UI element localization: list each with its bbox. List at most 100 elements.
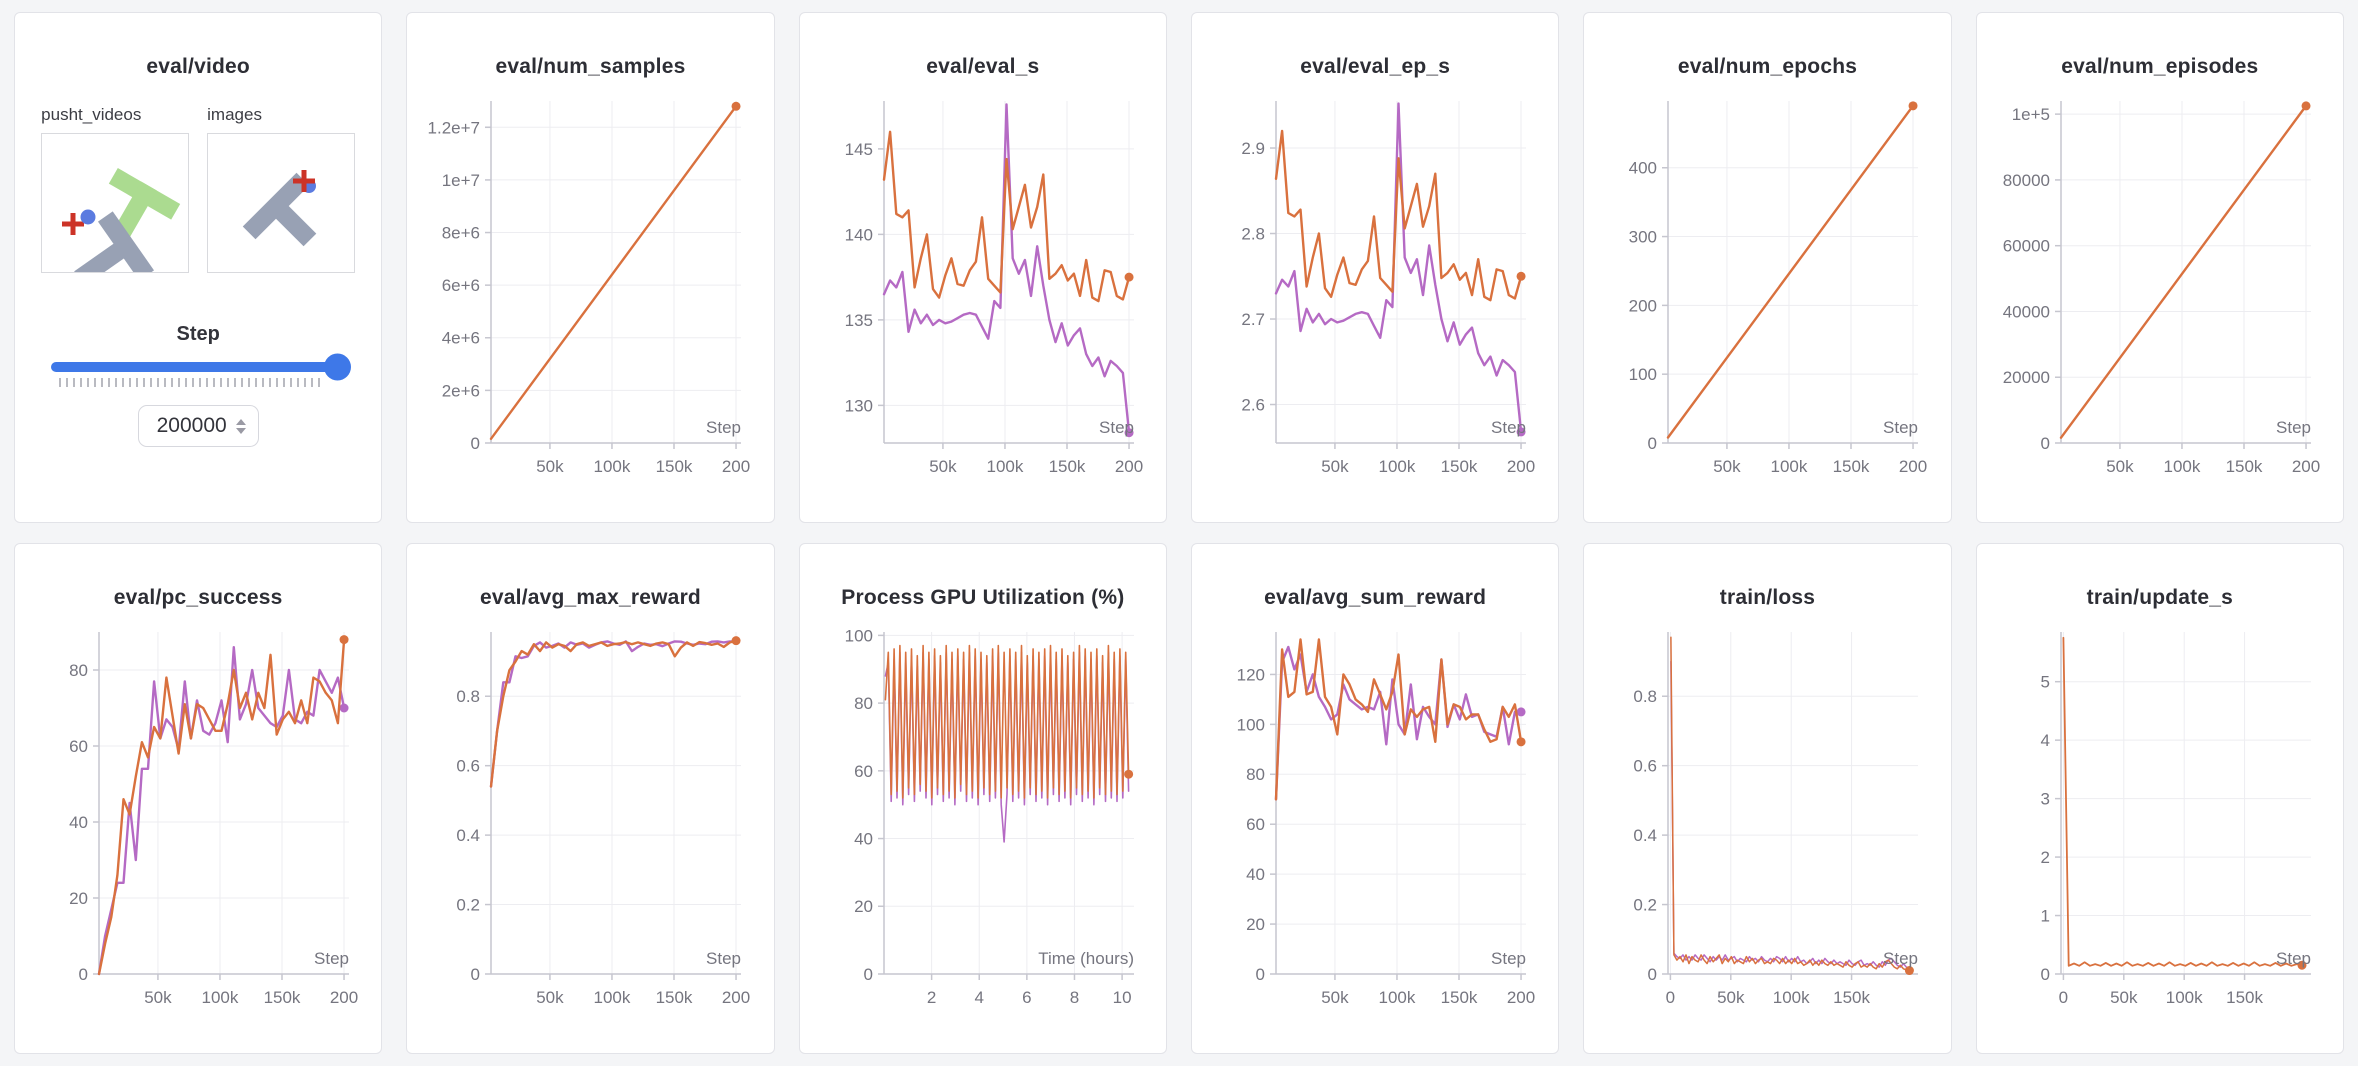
tick-labels: 0 20 40 60 80 100 2 4 6 8 10 [844, 626, 1131, 1007]
svg-text:150k: 150k [2225, 457, 2262, 476]
gridlines [2060, 101, 2311, 444]
thumb-label-pusht-videos: pusht_videos [41, 105, 142, 124]
step-spinner[interactable] [235, 418, 246, 434]
svg-text:400: 400 [1629, 159, 1657, 178]
images-thumbnail[interactable] [207, 133, 356, 273]
chart-title: train/loss [1719, 586, 1816, 609]
step-slider-ticks [59, 378, 326, 387]
series-purple [882, 103, 1130, 434]
svg-text:0: 0 [1648, 434, 1657, 453]
tick-labels: 0 20 40 60 80 100 120 50k 100k 150k 200 [1237, 665, 1536, 1007]
tick-labels: 0 0.2 0.4 0.6 0.8 50k 100k 150k 200 [457, 687, 751, 1007]
chart-canvas[interactable]: 0 0.2 0.4 0.6 0.8 0 50k 100k 150k Step [1598, 624, 1938, 1026]
svg-text:0: 0 [471, 434, 480, 453]
series-orange [1274, 638, 1523, 801]
axes [1662, 632, 1919, 980]
series-lines [1274, 638, 1526, 801]
axes [877, 101, 1134, 449]
series-endpoint-dot [2301, 101, 2311, 111]
tick-labels: 0 20 40 60 80 50k 100k 150k 200 [69, 661, 358, 1007]
x-axis-label: Step [706, 949, 741, 968]
series-purple [97, 646, 346, 976]
svg-text:50k: 50k [1714, 457, 1742, 476]
series-endpoint-dot [1516, 427, 1526, 437]
svg-text:300: 300 [1629, 228, 1657, 247]
step-value[interactable]: 200000 [156, 414, 227, 437]
panel-eval-eval-s: eval/eval_s 130 135 140 145 50k 100k 150k 200 St… [798, 12, 1167, 523]
svg-text:2: 2 [2040, 848, 2049, 867]
chart-canvas[interactable]: 130 135 140 145 50k 100k 150k 200 Step [814, 93, 1154, 495]
panel-eval-num-epochs: eval/num_epochs 0 100 200 300 400 50k 100k 150k… [1583, 12, 1952, 523]
series-orange [97, 638, 346, 976]
svg-text:0: 0 [79, 965, 88, 984]
series-orange [490, 105, 738, 440]
x-axis-label: Step [2276, 949, 2311, 968]
svg-text:100k: 100k [594, 988, 631, 1007]
spinner-up-icon[interactable] [235, 418, 246, 425]
spinner-down-icon[interactable] [235, 427, 246, 434]
series-purple [884, 651, 1130, 843]
svg-text:200: 200 [1507, 457, 1535, 476]
svg-text:80: 80 [854, 694, 873, 713]
svg-text:40: 40 [854, 830, 873, 849]
chart-canvas[interactable]: 2.6 2.7 2.8 2.9 50k 100k 150k 200 Step [1206, 93, 1546, 495]
tick-labels: 0 20000 40000 60000 80000 1e+5 50k 100k 150k 200 [2002, 105, 2320, 476]
series-endpoint-dot [1123, 769, 1133, 779]
goal-cross [293, 170, 316, 192]
svg-text:0: 0 [2058, 988, 2067, 1007]
chart-title: eval/num_samples [495, 55, 686, 78]
svg-text:0: 0 [863, 965, 872, 984]
svg-text:2.7: 2.7 [1241, 310, 1265, 329]
series-orange [884, 644, 1130, 799]
svg-text:50k: 50k [1321, 457, 1349, 476]
svg-text:0.4: 0.4 [1634, 826, 1658, 845]
series-purple [1274, 102, 1523, 434]
chart-canvas[interactable]: 0 1 2 3 4 5 0 50k 100k 150k Step [1991, 624, 2331, 1026]
svg-text:150k: 150k [1833, 988, 1870, 1007]
svg-text:0.6: 0.6 [457, 757, 481, 776]
series-endpoint-dot [1908, 101, 1918, 111]
chart-canvas[interactable]: 0 100 200 300 400 50k 100k 150k 200 Step [1598, 93, 1938, 495]
svg-text:200: 200 [330, 988, 358, 1007]
svg-text:40: 40 [69, 813, 88, 832]
svg-text:2e+6: 2e+6 [442, 381, 480, 400]
svg-text:20000: 20000 [2002, 368, 2049, 387]
x-axis-label: Step [1883, 418, 1918, 437]
series-lines [490, 101, 741, 440]
series-endpoint-dot [1905, 966, 1915, 976]
chart-canvas[interactable]: 0 20 40 60 80 50k 100k 150k 200 Step [29, 624, 369, 1026]
step-slider[interactable] [51, 353, 352, 381]
series-endpoint-dot [339, 635, 349, 645]
step-slider-thumb[interactable] [324, 353, 352, 381]
series-lines [882, 103, 1134, 438]
series-endpoint-dot [731, 101, 741, 111]
axes [93, 632, 349, 980]
series-endpoint-dot [1124, 428, 1134, 438]
chart-canvas[interactable]: 0 2e+6 4e+6 6e+6 8e+6 1e+7 1.2e+7 50k 100k 150k 20… [421, 93, 761, 495]
svg-text:3: 3 [2040, 790, 2049, 809]
svg-text:40: 40 [1246, 865, 1265, 884]
svg-text:60: 60 [1246, 815, 1265, 834]
svg-text:20: 20 [1246, 915, 1265, 934]
panel-gpu-utilization: Process GPU Utilization (%) 0 20 40 60 80 100… [798, 543, 1167, 1054]
svg-text:100: 100 [844, 626, 872, 645]
svg-text:135: 135 [844, 311, 872, 330]
svg-text:80000: 80000 [2002, 171, 2049, 190]
svg-text:40000: 40000 [2002, 302, 2049, 321]
svg-text:2.8: 2.8 [1241, 224, 1265, 243]
chart-canvas[interactable]: 0 20 40 60 80 100 120 50k 100k 150k 200 Step [1206, 624, 1546, 1026]
chart-canvas[interactable]: 0 20000 40000 60000 80000 1e+5 50k 100k 150k 200 S… [1991, 93, 2331, 495]
svg-text:6: 6 [1022, 988, 1031, 1007]
step-number-input[interactable]: 200000 [137, 405, 259, 447]
x-axis-label: Time (hours) [1038, 949, 1134, 968]
pusht-video-thumbnail[interactable] [41, 133, 190, 287]
svg-text:120: 120 [1237, 665, 1265, 684]
x-axis-label: Step [314, 949, 349, 968]
panel-train-loss: train/loss 0 0.2 0.4 0.6 0.8 0 50k 100k 150k Step [1583, 543, 1952, 1054]
panel-eval-video: eval/video pusht_videos images [14, 12, 383, 523]
chart-canvas[interactable]: 0 20 40 60 80 100 2 4 6 8 10 Time (hours) [814, 624, 1154, 1026]
svg-text:50k: 50k [537, 988, 565, 1007]
x-axis-label: Step [2276, 418, 2311, 437]
svg-text:50k: 50k [1321, 988, 1349, 1007]
chart-canvas[interactable]: 0 0.2 0.4 0.6 0.8 50k 100k 150k 200 Step [421, 624, 761, 1026]
